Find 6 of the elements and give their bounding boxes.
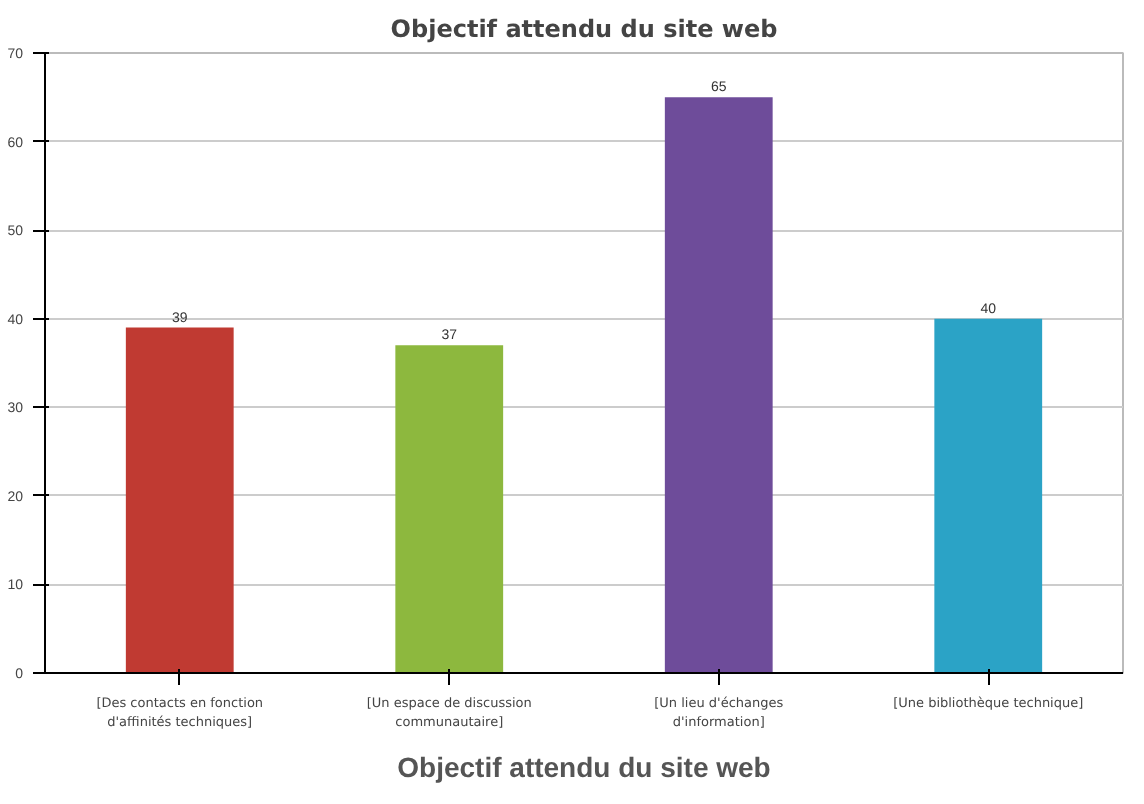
bar [664, 97, 773, 673]
bar [934, 318, 1043, 673]
text: Objectif attendu du site web [397, 751, 771, 783]
chart-title: Objectif attendu du site web [390, 15, 779, 43]
bar [395, 345, 504, 673]
bar [125, 327, 234, 673]
